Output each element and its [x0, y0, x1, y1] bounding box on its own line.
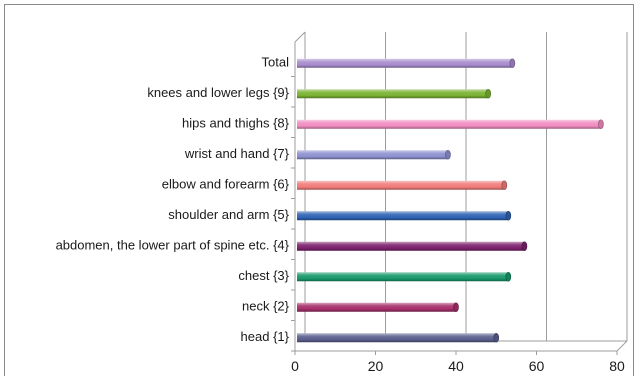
floor-right-edge — [616, 340, 628, 352]
category-label: abdomen, the lower part of spine etc. {4… — [56, 237, 290, 252]
bar-end-cap — [598, 119, 604, 130]
chart-frame — [4, 4, 634, 376]
x-tick-label-0: 0 — [291, 358, 299, 374]
bar-end-cap — [453, 302, 459, 313]
wall-top-edge — [294, 31, 306, 43]
bar-end-cap — [505, 271, 512, 282]
bar-end-cap — [485, 88, 492, 99]
category-label: hips and thighs {8} — [182, 115, 290, 130]
bar — [297, 119, 601, 129]
bar — [297, 89, 489, 99]
category-label: neck {2} — [242, 298, 290, 313]
category-label: chest {3} — [238, 268, 289, 283]
category-label: Total — [262, 54, 290, 69]
x-tick-label-20: 20 — [368, 358, 384, 374]
bar-end-cap — [493, 332, 500, 343]
x-tick-label-40: 40 — [448, 358, 464, 374]
category-label: wrist and hand {7} — [184, 146, 290, 161]
bar — [297, 241, 525, 251]
bar — [297, 272, 509, 282]
bar-end-cap — [445, 149, 451, 160]
category-label: shoulder and arm {5} — [168, 207, 289, 222]
bar — [297, 211, 509, 221]
bar-end-cap — [521, 241, 528, 252]
category-label: head {1} — [241, 329, 290, 344]
bar — [297, 180, 505, 190]
x-tick-label-80: 80 — [609, 358, 625, 374]
bar — [297, 302, 456, 312]
bar — [297, 333, 497, 343]
bar-end-cap — [509, 58, 516, 69]
category-label: knees and lower legs {9} — [147, 85, 289, 100]
category-label: elbow and forearm {6} — [162, 176, 290, 191]
x-tick-label-60: 60 — [529, 358, 545, 374]
bar-end-cap — [505, 210, 512, 221]
bar-end-cap — [501, 180, 508, 191]
bar — [297, 58, 513, 68]
bar — [297, 150, 448, 160]
